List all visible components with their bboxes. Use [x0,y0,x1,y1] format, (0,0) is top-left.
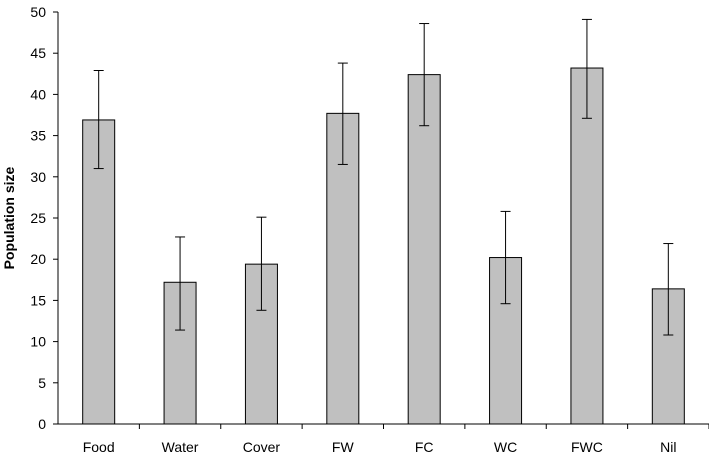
x-tick-label: Food [83,439,115,455]
y-tick-label: 10 [30,334,46,350]
x-tick-label: FC [415,439,434,455]
bar-cover [244,263,278,425]
x-tick-label: Cover [243,439,281,455]
y-tick-label: 35 [30,128,46,144]
x-tick-label: Nil [660,439,676,455]
y-tick-label: 25 [30,210,46,226]
x-tick-label: FWC [571,439,603,455]
y-tick-label: 30 [30,169,46,185]
y-tick-label: 50 [30,4,46,20]
bar-food [82,119,116,425]
x-tick-label: WC [494,439,517,455]
y-axis-label-group: Population size [1,166,17,269]
y-tick-label: 0 [38,416,46,432]
y-axis-label: Population size [1,166,17,269]
y-tick-label: 20 [30,251,46,267]
y-tick-label: 40 [30,86,46,102]
y-tick-label: 45 [30,45,46,61]
bar-fwc [570,67,604,425]
y-tick-label: 5 [38,375,46,391]
bar-fc [407,74,441,425]
y-tick-label: 15 [30,292,46,308]
x-tick-label: FW [332,439,355,455]
x-tick-label: Water [162,439,199,455]
